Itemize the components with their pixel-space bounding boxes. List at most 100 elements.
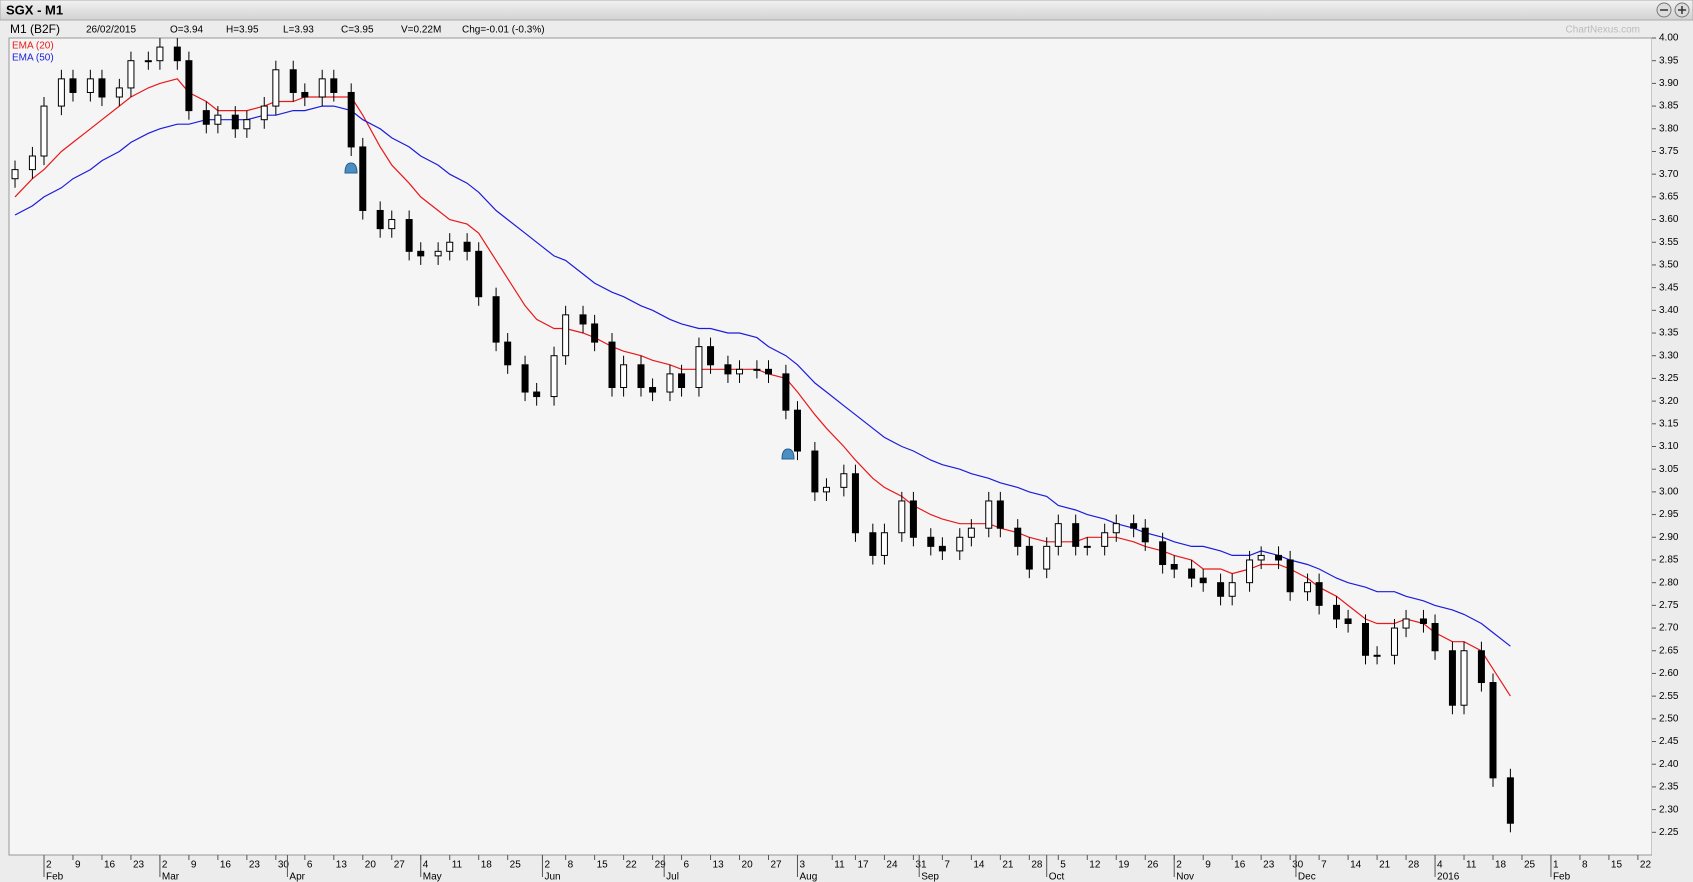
y-tick-label: 3.40 — [1659, 305, 1679, 316]
x-tick-label: 15 — [1611, 860, 1623, 871]
maximize-button[interactable] — [1674, 2, 1690, 18]
x-tick-label: 9 — [1205, 860, 1211, 871]
candle-body — [1275, 554, 1283, 561]
y-tick-label: 3.15 — [1659, 418, 1679, 429]
y-tick-label: 3.10 — [1659, 441, 1679, 452]
candle-body — [202, 110, 210, 125]
x-tick-label: 4 — [1437, 860, 1443, 871]
y-tick-label: 2.50 — [1659, 713, 1679, 724]
candle-body — [1373, 654, 1381, 657]
x-tick-label: 20 — [365, 860, 377, 871]
y-tick-label: 2.30 — [1659, 804, 1679, 815]
x-tick-label: 30 — [1292, 860, 1304, 871]
y-tick-label: 3.20 — [1659, 396, 1679, 407]
candle-body — [492, 296, 500, 343]
x-tick-label: 25 — [510, 860, 522, 871]
candle-body — [86, 78, 94, 93]
candle-body — [69, 78, 77, 93]
candle-body — [521, 364, 529, 393]
candle-body — [591, 323, 599, 343]
y-tick-label: 2.95 — [1659, 509, 1679, 520]
candle-body — [1112, 523, 1120, 534]
x-tick-label: 9 — [75, 860, 81, 871]
x-tick-label: 27 — [394, 860, 406, 871]
candle-body — [1025, 545, 1033, 570]
candle-body — [1083, 545, 1091, 548]
candle-body — [1402, 618, 1410, 629]
watermark: ChartNexus.com — [1566, 25, 1640, 36]
x-tick-label: 2 — [46, 860, 52, 871]
candle-body — [695, 346, 703, 388]
x-tick-label: 28 — [1408, 860, 1420, 871]
x-tick-label: 16 — [220, 860, 232, 871]
x-tick-label: 2 — [162, 860, 168, 871]
candle-body — [1460, 650, 1468, 706]
candle-body — [173, 46, 181, 62]
candle-body — [909, 500, 917, 538]
x-tick-label: 11 — [1466, 860, 1477, 871]
candle-body — [608, 341, 616, 388]
candle-body — [434, 250, 442, 257]
candle-body — [115, 87, 123, 98]
candle-body — [1130, 523, 1138, 529]
candle-body — [359, 146, 367, 211]
y-tick-label: 3.45 — [1659, 282, 1679, 293]
candle-body — [156, 46, 164, 62]
info-change: Chg=-0.01 (-0.3%) — [462, 25, 545, 36]
x-tick-label: 23 — [133, 860, 145, 871]
y-tick-label: 2.80 — [1659, 577, 1679, 588]
candle-body — [347, 91, 355, 148]
candle-body — [330, 78, 338, 93]
x-tick-label: 21 — [1379, 860, 1391, 871]
y-tick-label: 3.50 — [1659, 260, 1679, 271]
x-tick-label: 6 — [684, 860, 690, 871]
candle-body — [1344, 618, 1352, 625]
candle-body — [1199, 577, 1207, 584]
chart-title: SGX - M1 — [6, 2, 63, 17]
y-tick-label: 3.80 — [1659, 123, 1679, 134]
candle-body — [231, 114, 239, 130]
candle-body — [782, 373, 790, 411]
candle-body — [214, 114, 222, 125]
minimize-button[interactable] — [1656, 2, 1672, 18]
candle-body — [840, 473, 848, 488]
candle-body — [1170, 564, 1178, 570]
y-tick-label: 3.00 — [1659, 487, 1679, 498]
y-axis-panel — [1652, 22, 1693, 882]
y-tick-label: 2.25 — [1659, 827, 1679, 838]
candle-body — [649, 386, 657, 393]
candle-body — [127, 60, 135, 89]
candle-body — [637, 364, 645, 388]
y-tick-label: 2.65 — [1659, 645, 1679, 656]
y-tick-label: 3.75 — [1659, 146, 1679, 157]
candle-body — [318, 78, 326, 98]
candle-body — [185, 60, 193, 112]
candle-body — [1072, 523, 1080, 547]
x-tick-label: 11 — [834, 860, 845, 871]
month-label: Nov — [1176, 872, 1194, 882]
x-tick-label: 13 — [713, 860, 725, 871]
month-label: Feb — [1553, 872, 1571, 882]
candle-body — [1506, 777, 1514, 824]
x-tick-label: 14 — [973, 860, 985, 871]
candle-body — [1315, 582, 1323, 606]
month-label: Oct — [1049, 872, 1065, 882]
x-tick-label: 29 — [655, 860, 667, 871]
x-tick-label: 9 — [191, 860, 197, 871]
candle-body — [1014, 527, 1022, 547]
candle-body — [301, 91, 309, 98]
candle-body — [956, 536, 964, 552]
legend-label: EMA (20) — [12, 41, 54, 52]
candle-body — [707, 346, 715, 366]
x-tick-label: 5 — [1060, 860, 1066, 871]
candle-body — [504, 341, 512, 366]
title-bar — [0, 0, 1693, 21]
y-tick-label: 3.30 — [1659, 350, 1679, 361]
x-tick-label: 25 — [1524, 860, 1536, 871]
y-tick-label: 2.55 — [1659, 691, 1679, 702]
month-label: Jun — [544, 872, 560, 882]
candle-body — [417, 250, 425, 257]
info-date: 26/02/2015 — [86, 25, 136, 36]
x-tick-label: 8 — [568, 860, 574, 871]
candle-body — [562, 314, 570, 357]
